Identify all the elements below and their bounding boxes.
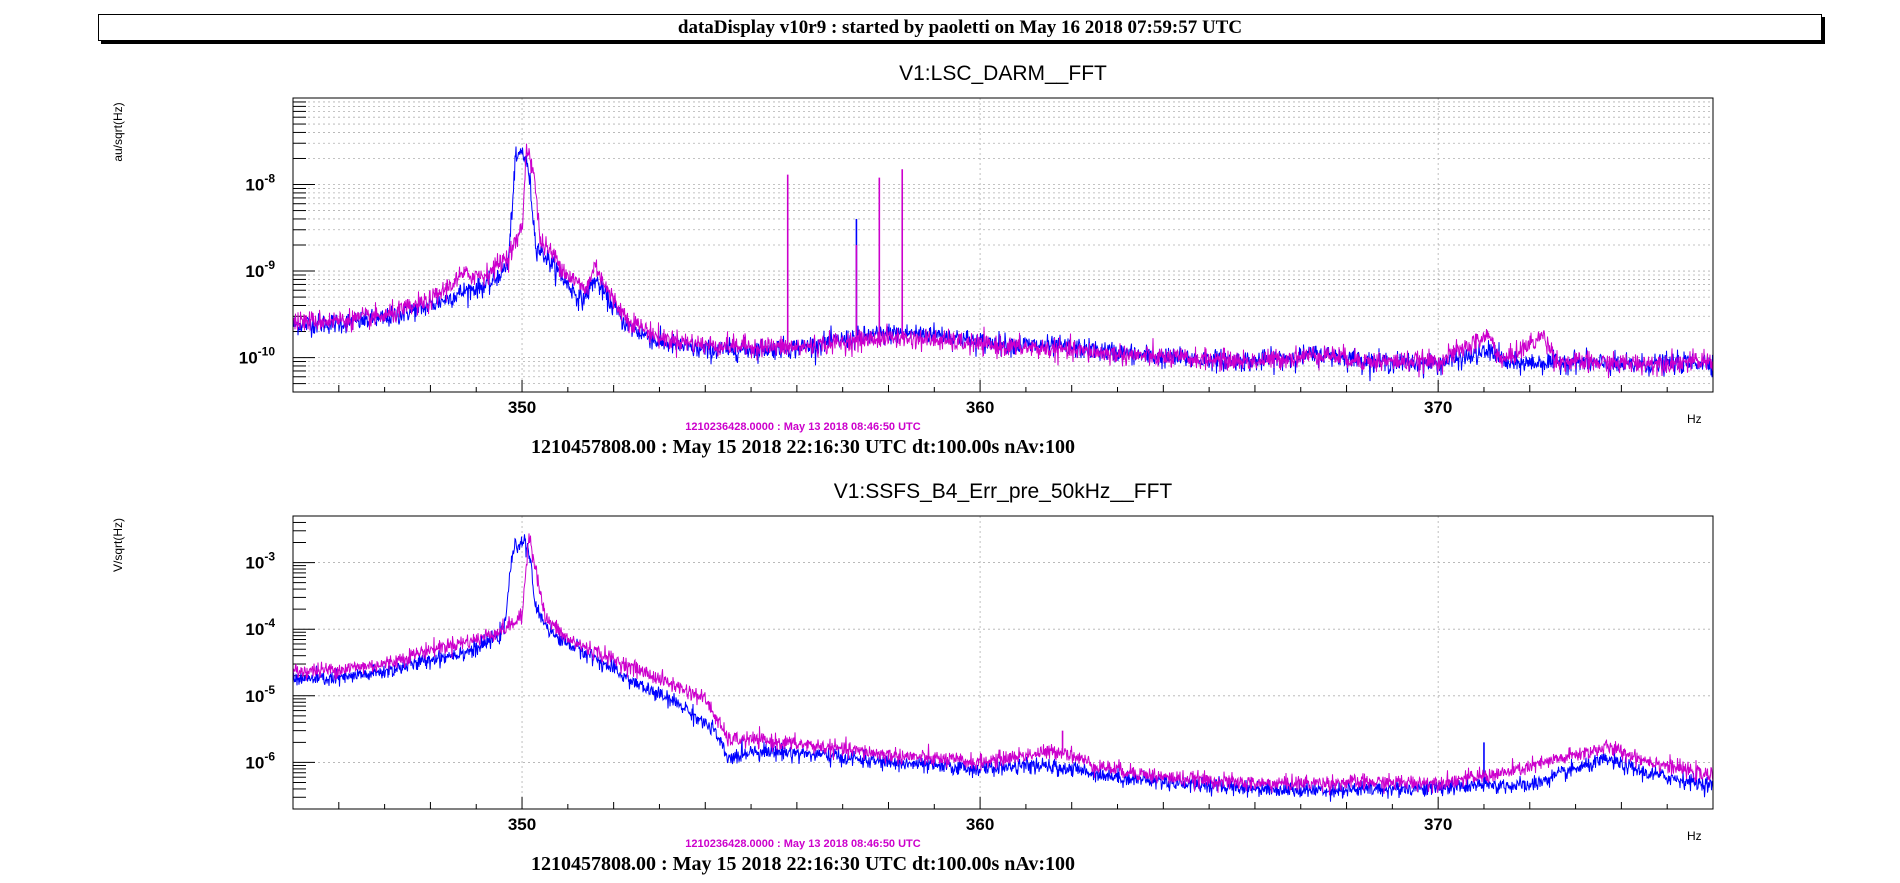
window-title: dataDisplay v10r9 : started by paoletti … xyxy=(677,17,1243,38)
measurement-timestamp: 1210457808.00 : May 15 2018 22:16:30 UTC… xyxy=(531,853,1075,875)
y-tick-label: 10-10 xyxy=(239,345,276,368)
reference-trace xyxy=(292,533,1714,796)
x-tick-label: 370 xyxy=(1424,398,1452,417)
x-tick-label: 370 xyxy=(1424,815,1452,834)
y-tick-label: 10-5 xyxy=(245,683,275,706)
y-tick-label: 10-4 xyxy=(245,616,275,639)
reference-timestamp: 1210236428.0000 : May 13 2018 08:46:50 U… xyxy=(685,421,921,433)
current-trace xyxy=(292,534,1714,802)
x-tick-label: 350 xyxy=(508,398,536,417)
x-axis-unit: Hz xyxy=(1687,412,1702,426)
plot-frame xyxy=(292,515,1714,810)
x-tick-label: 360 xyxy=(966,815,994,834)
y-tick-label: 10-6 xyxy=(245,749,275,772)
y-tick-label: 10-3 xyxy=(245,550,275,573)
window-title-bar: dataDisplay v10r9 : started by paoletti … xyxy=(98,14,1822,41)
y-axis-label: au/sqrt(Hz) xyxy=(111,102,125,161)
reference-trace xyxy=(292,143,1714,379)
chart-1: V1:LSC_DARM__FFT au/sqrt(Hz) 10-8 10-9 10-10… xyxy=(111,62,1714,458)
y-axis-label: V/sqrt(Hz) xyxy=(111,518,125,572)
chart-2: V1:SSFS_B4_Err_pre_50kHz__FFT V/sqrt(Hz) 1… xyxy=(111,480,1714,875)
plot-frame xyxy=(292,97,1714,393)
chart-title: V1:SSFS_B4_Err_pre_50kHz__FFT xyxy=(834,480,1173,503)
x-tick-label: 360 xyxy=(966,398,994,417)
y-tick-label: 10-9 xyxy=(245,258,275,281)
x-axis-unit: Hz xyxy=(1687,829,1702,843)
chart-title: V1:LSC_DARM__FFT xyxy=(899,62,1107,85)
reference-timestamp: 1210236428.0000 : May 13 2018 08:46:50 U… xyxy=(685,838,921,850)
x-tick-label: 350 xyxy=(508,815,536,834)
y-tick-label: 10-8 xyxy=(245,172,275,195)
measurement-timestamp: 1210457808.00 : May 15 2018 22:16:30 UTC… xyxy=(531,436,1075,458)
